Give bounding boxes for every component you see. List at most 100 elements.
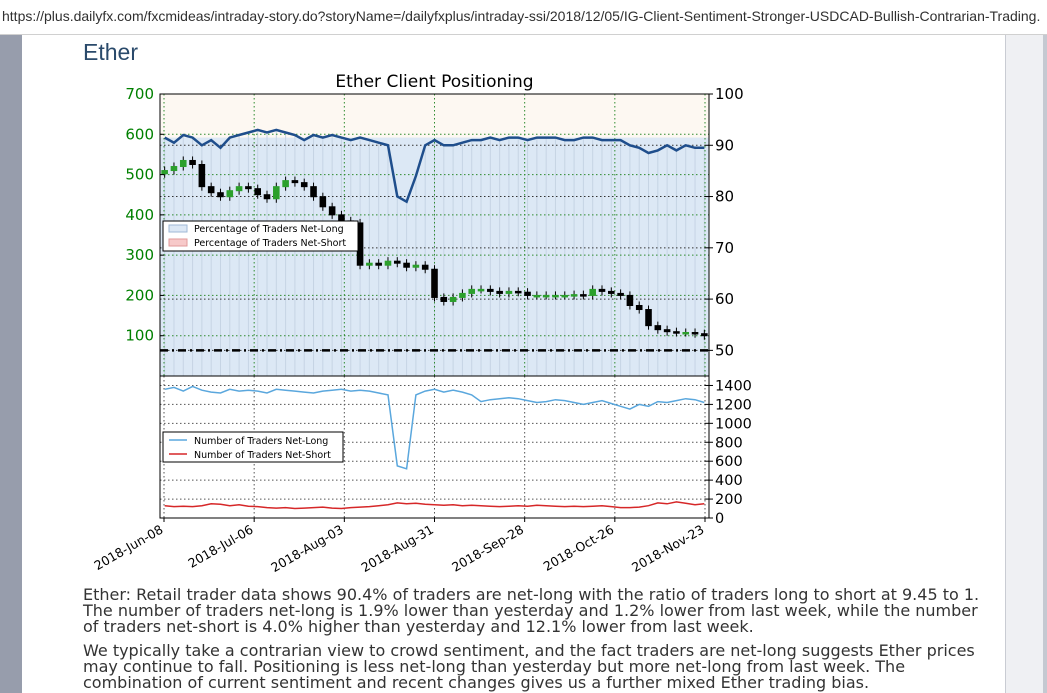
legend-box <box>162 431 344 463</box>
left-tick-label: 100 <box>125 327 154 345</box>
candle-body <box>663 329 671 333</box>
candle-body <box>570 294 578 297</box>
candle-body <box>598 288 606 292</box>
legend-label-net-long: Percentage of Traders Net-Long <box>194 224 344 235</box>
candle-body <box>552 294 559 298</box>
candle-body <box>189 159 196 165</box>
candle-body <box>477 288 485 292</box>
right-tick-label: 1200 <box>715 397 752 413</box>
candle-body <box>496 290 503 294</box>
candle-body <box>412 264 420 268</box>
net-long-percentage-line <box>164 128 705 204</box>
candle-body <box>505 290 513 294</box>
right-tick-label: 1400 <box>715 378 752 394</box>
x-axis: 2018-Jun-08 2018-Jul-06 2018-Aug-03 2018-Au… <box>91 518 707 575</box>
contrarian-paragraph: We typically take a contrarian view to c… <box>83 641 975 692</box>
candle-body <box>300 182 308 188</box>
right-tick-label: 50 <box>715 341 734 359</box>
left-tick-label: 600 <box>125 125 154 143</box>
right-tick-label: 60 <box>715 290 734 308</box>
candle-body <box>179 159 187 168</box>
x-tick-label: 2018-Aug-31 <box>358 522 436 575</box>
candle-body <box>226 190 234 198</box>
candle-body <box>608 290 615 294</box>
candle-body <box>617 292 624 296</box>
candle-body <box>393 260 401 264</box>
left-tick-label: 400 <box>125 206 154 224</box>
candle-body <box>691 331 699 335</box>
candle-body <box>198 164 206 188</box>
candle-body <box>561 294 569 298</box>
candle-body <box>449 296 457 302</box>
left-gutter <box>0 35 22 693</box>
right-tick-label: 100 <box>715 85 744 103</box>
right-tick-label: 0 <box>715 511 724 527</box>
candle-body <box>589 288 596 296</box>
candle-body <box>170 166 178 172</box>
candle-body <box>319 196 327 208</box>
candle-body <box>245 186 252 190</box>
x-tick-label: 2018-Jun-08 <box>91 522 165 573</box>
right-tick-label: 1000 <box>715 416 752 432</box>
candle-body <box>291 180 299 184</box>
right-tick-label: 200 <box>715 492 743 508</box>
candle-body <box>524 291 531 296</box>
candle-body <box>626 294 634 307</box>
candle-body <box>161 170 168 175</box>
legend-swatch-net-long <box>168 224 188 233</box>
candle-body <box>338 214 345 222</box>
right-tick-label: 90 <box>715 136 734 154</box>
candle-body <box>673 331 680 334</box>
candle-body <box>310 186 317 198</box>
sentiment-paragraph: Ether: Retail trader data shows 90.4% of… <box>83 585 980 636</box>
candle-body <box>682 331 690 335</box>
section-heading: Ether <box>83 39 138 65</box>
x-tick-label: 2018-Oct-26 <box>541 522 617 574</box>
candle-body <box>635 305 643 311</box>
candle-body <box>217 192 224 198</box>
candle-body <box>207 186 215 194</box>
right-tick-label: 400 <box>715 473 743 489</box>
candle-body <box>235 186 243 192</box>
candle-body <box>366 262 373 266</box>
candle-body <box>542 294 550 298</box>
candle-body <box>701 333 708 337</box>
candle-body <box>375 262 382 266</box>
legend-swatch-net-short <box>168 238 188 247</box>
right-tick-label: 800 <box>715 435 743 451</box>
net-long-count-line <box>164 385 705 470</box>
window-edge <box>1043 35 1047 693</box>
x-tick-label: 2018-Aug-03 <box>268 522 346 575</box>
legend-label-net-short-count: Number of Traders Net-Short <box>194 450 331 461</box>
bottom-panel: 0 200 400 600 800 1000 1200 1400 Number of Trade… <box>159 375 752 527</box>
legend-box <box>162 220 359 252</box>
top-legend: Percentage of Traders Net-Long Percentage… <box>162 220 359 252</box>
top-panel: Ether Client Positioning 100 200 300 400 500 6… <box>125 72 744 377</box>
left-tick-label: 500 <box>125 166 154 184</box>
candle-body <box>328 206 336 216</box>
right-tick-label: 600 <box>715 454 743 470</box>
candle-body <box>282 180 289 188</box>
left-tick-label: 700 <box>125 85 154 103</box>
chart-title: Ether Client Positioning <box>335 72 533 92</box>
bottom-legend: Number of Traders Net-Long Number of Trad… <box>162 431 344 463</box>
legend-label-net-long-count: Number of Traders Net-Long <box>194 436 328 447</box>
x-tick-label: 2018-Sep-28 <box>449 522 526 575</box>
legend-label-net-short: Percentage of Traders Net-Short <box>194 238 346 249</box>
candle-body <box>254 188 261 196</box>
net-short-count-line <box>164 501 705 510</box>
ether-positioning-chart: Ether Client Positioning1002003004005006… <box>91 72 752 575</box>
candle-body <box>440 296 448 302</box>
candle-body <box>645 309 652 327</box>
candle-body <box>580 294 587 297</box>
candle-body <box>487 288 494 292</box>
candle-body <box>421 264 429 270</box>
x-tick-label: 2018-Jul-06 <box>185 522 255 571</box>
candle-body <box>654 325 662 331</box>
url-text[interactable]: https://plus.dailyfx.com/fxcmideas/intra… <box>2 8 1041 24</box>
candle-body <box>384 260 392 266</box>
address-bar[interactable]: https://plus.dailyfx.com/fxcmideas/intra… <box>0 0 1047 35</box>
candle-body <box>459 292 466 298</box>
candle-body <box>263 194 271 200</box>
x-tick-label: 2018-Nov-23 <box>629 522 706 575</box>
